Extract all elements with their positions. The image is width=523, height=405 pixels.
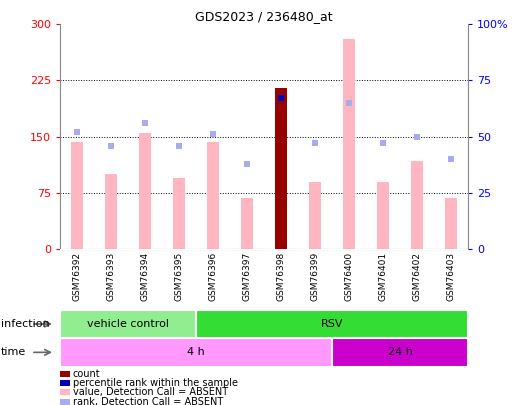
Bar <box>309 181 321 249</box>
Text: time: time <box>1 347 26 357</box>
Bar <box>445 198 457 249</box>
Title: GDS2023 / 236480_at: GDS2023 / 236480_at <box>195 10 333 23</box>
Text: value, Detection Call = ABSENT: value, Detection Call = ABSENT <box>73 387 228 397</box>
Text: GSM76401: GSM76401 <box>379 252 388 301</box>
Bar <box>207 142 219 249</box>
Bar <box>241 198 253 249</box>
Bar <box>377 181 389 249</box>
Bar <box>105 174 117 249</box>
Bar <box>173 178 185 249</box>
Text: 4 h: 4 h <box>187 347 205 357</box>
Bar <box>343 39 355 249</box>
Text: GSM76400: GSM76400 <box>345 252 354 301</box>
Bar <box>332 338 468 367</box>
Text: GSM76399: GSM76399 <box>311 252 320 301</box>
Text: 24 h: 24 h <box>388 347 413 357</box>
Bar <box>139 133 151 249</box>
Bar <box>60 338 332 367</box>
Bar <box>196 310 468 338</box>
Text: GSM76392: GSM76392 <box>73 252 82 301</box>
Text: GSM76402: GSM76402 <box>413 252 422 301</box>
Text: percentile rank within the sample: percentile rank within the sample <box>73 378 237 388</box>
Text: vehicle control: vehicle control <box>87 319 169 329</box>
Text: GSM76395: GSM76395 <box>175 252 184 301</box>
Text: GSM76397: GSM76397 <box>243 252 252 301</box>
Text: infection: infection <box>1 319 50 329</box>
Text: GSM76403: GSM76403 <box>447 252 456 301</box>
Bar <box>275 88 287 249</box>
Text: GSM76398: GSM76398 <box>277 252 286 301</box>
Bar <box>411 161 423 249</box>
Text: count: count <box>73 369 100 379</box>
Bar <box>60 310 196 338</box>
Text: GSM76396: GSM76396 <box>209 252 218 301</box>
Text: RSV: RSV <box>321 319 344 329</box>
Text: rank, Detection Call = ABSENT: rank, Detection Call = ABSENT <box>73 396 223 405</box>
Text: GSM76393: GSM76393 <box>107 252 116 301</box>
Bar <box>71 142 83 249</box>
Text: GSM76394: GSM76394 <box>141 252 150 301</box>
